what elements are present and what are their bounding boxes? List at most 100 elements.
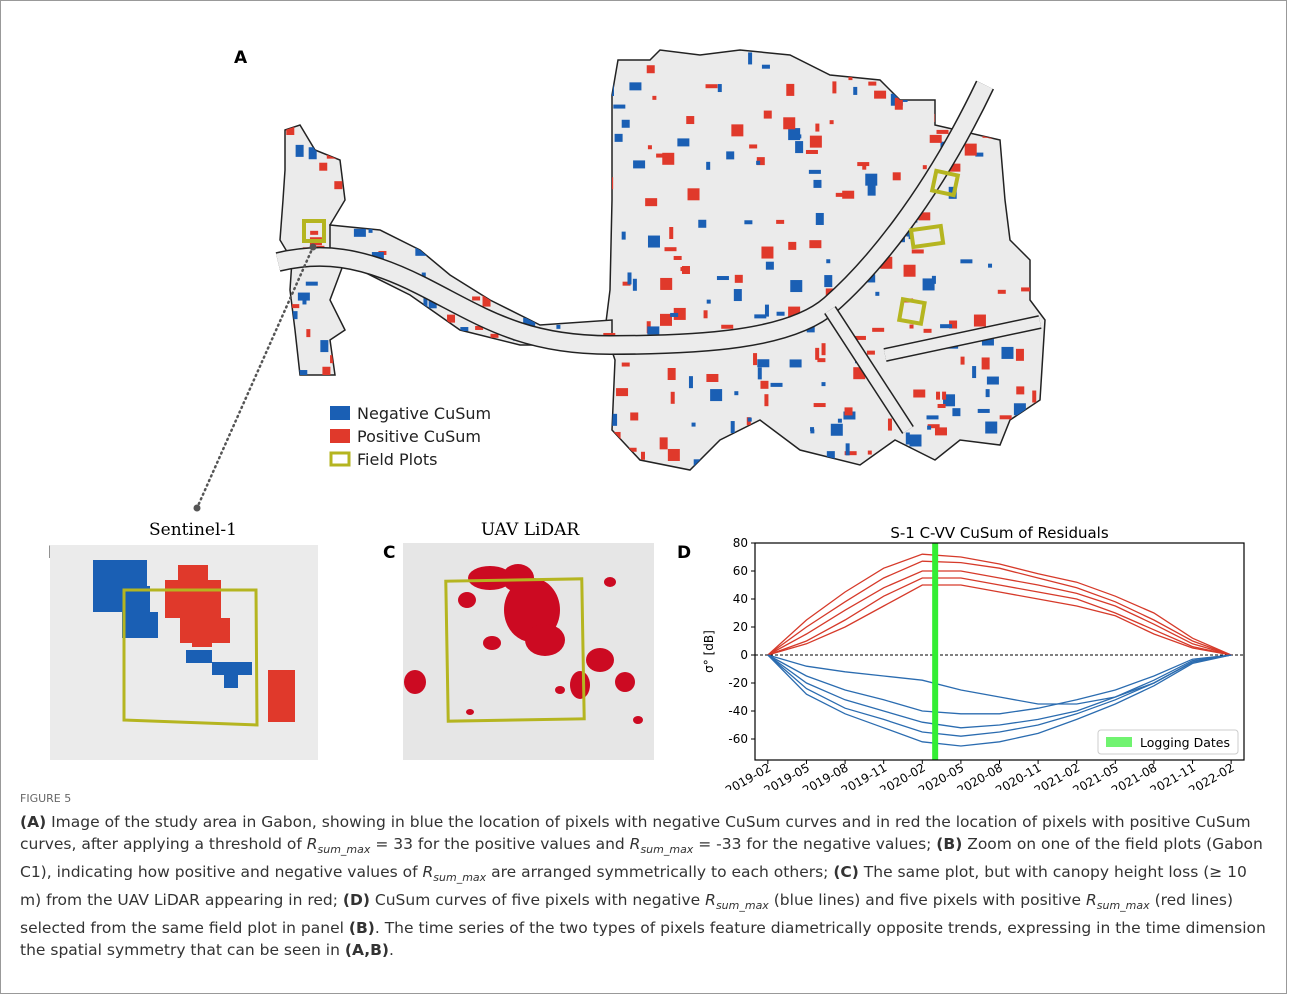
field-plots [302,168,961,327]
pixel [937,403,946,408]
pixel [601,267,606,276]
series-line [767,553,1232,656]
series-line [767,584,1232,656]
pixel [569,432,574,445]
pixel [949,320,958,329]
pixel [530,134,535,139]
pixel [353,141,366,150]
pixel [922,85,927,94]
pixel [556,324,561,329]
pixel [434,333,439,342]
pixel [1005,451,1010,456]
pixel [368,228,373,233]
field-plot [444,577,586,723]
pixel [783,117,796,130]
pixel [310,230,319,235]
pixel [835,192,848,197]
pixel [594,172,603,177]
pixel [973,314,986,327]
pixel [423,297,428,310]
pixel [868,64,873,69]
pixel [909,434,922,447]
pixel [753,353,758,366]
pixel [282,279,291,284]
pixel [874,90,887,99]
map-panel: A Negative CuSum Positive CuSum Field Plot… [193,48,1046,512]
y-axis-label: σ° [dB] [702,630,716,673]
pixel [853,335,866,340]
pixel [664,247,677,252]
pixel [815,123,820,132]
pixel [1020,422,1033,435]
pixel [776,311,785,316]
pixel [295,144,304,157]
panel-title: UAV LiDAR [481,520,581,540]
pixel [706,299,711,304]
caption-span: R [705,891,716,910]
pixel [832,81,837,94]
pixel [706,373,719,382]
pixel [747,417,752,422]
pixel [522,171,527,180]
pixel [524,171,529,184]
pixel [865,173,878,186]
pixel [673,255,682,260]
pixel [868,81,877,86]
caption-span: sum_max [433,871,487,885]
pixel [490,333,499,338]
legend-swatch [329,451,351,467]
caption-span: (B) [348,919,375,938]
caption-span: = -33 for the negative values; [693,835,937,853]
pixel [1017,92,1030,101]
pixel [670,391,675,404]
pixel [986,60,999,69]
pixel [566,280,579,289]
pixel [580,136,593,149]
legend-label: Positive CuSum [357,427,481,446]
pixel [1014,419,1027,432]
caption-span: are arranged symmetrically to each other… [486,863,834,882]
pixel [790,280,803,293]
pixel [508,241,521,250]
pixel [988,263,993,268]
pixel [927,424,940,429]
caption-span: sum_max [640,843,694,857]
pixel [553,83,562,96]
pixel [518,463,531,470]
pixel [522,247,535,256]
pixel [640,451,645,460]
pixel [492,199,505,208]
pixel [670,312,679,317]
pixel [734,391,739,396]
pixel [660,313,673,326]
caption-span: R [1085,891,1097,910]
sentinel-panel: B Sentinel-1 [48,520,318,760]
legend-label: Field Plots [357,450,438,469]
caption-span: Image of the study area in Gabon, showin… [20,813,1251,853]
y-tick-label: -60 [728,732,748,746]
pixel [588,111,601,120]
caption-span: . [389,941,394,960]
pixel [817,358,826,363]
pixel [866,350,875,355]
pixel [810,429,815,434]
pixel [334,181,343,190]
pixel [319,162,328,171]
caption-span: (B) [936,835,963,853]
pixel [630,412,639,421]
pixel [564,190,577,195]
pixel [565,207,578,220]
pixel [960,356,965,365]
series-line [767,654,1232,729]
pixel [770,382,783,387]
pixel [724,449,729,454]
pixel [1014,429,1027,438]
pixel [380,338,393,343]
caption-span: sum_max [1096,899,1150,913]
pixel [475,325,484,330]
pixel [647,467,652,470]
pixel [981,357,990,370]
pixel [667,448,680,461]
pixel [1022,87,1027,96]
